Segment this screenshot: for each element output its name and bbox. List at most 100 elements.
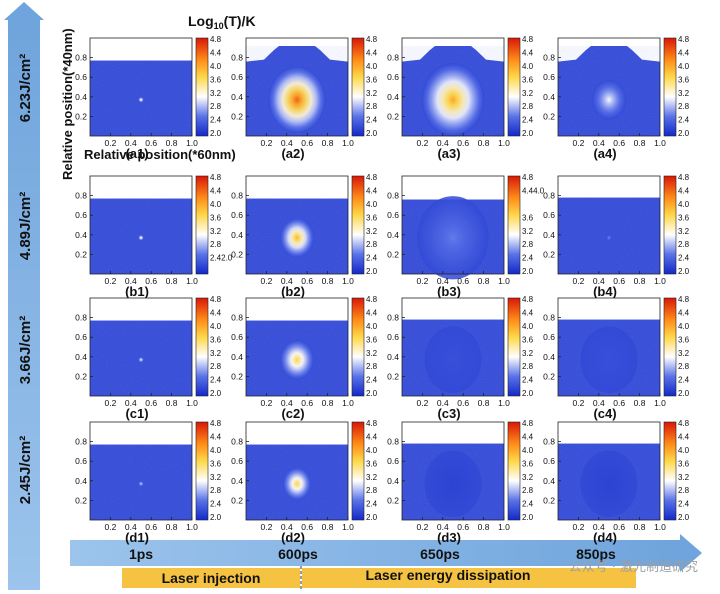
colorbar: [195, 297, 209, 397]
plot-border: [89, 175, 193, 275]
colorbar-tick-label: 4.0: [678, 322, 690, 331]
colorbar-tick-label: 2.8: [210, 362, 222, 371]
colorbar-tick-label: 2.8: [210, 240, 222, 249]
colorbar-tick-label: 4.4: [678, 432, 690, 441]
panel-c2: 0.8 0.6 0.4 0.2 0.2 0.4 0.6 0.8 1.0 4.8 4.4 4.0 3.6 3…: [231, 295, 378, 421]
colorbar-tick-label: 2.0: [678, 513, 690, 522]
panel-label: (a1): [125, 146, 148, 161]
colorbar-tick-label: 3.6: [366, 335, 378, 344]
colorbar-tick-label: 3.2: [210, 473, 222, 482]
y-tick-label: 0.2: [387, 111, 399, 121]
x-tick-label: 0.2: [260, 522, 272, 532]
colorbar-tick-label: 3.2: [522, 227, 534, 236]
colorbar-tick-label: 2.0: [366, 267, 378, 276]
colorbar-tick-label: 2.0: [366, 389, 378, 398]
colorbar-tick-label: 2.8: [678, 486, 690, 495]
panel-label: (c4): [593, 406, 616, 421]
x-tick-label: 0.8: [322, 522, 334, 532]
x-tick-label: 0.4: [593, 276, 605, 286]
y-tick-label: 0.8: [75, 191, 87, 201]
panel-d3: 0.8 0.6 0.4 0.2 0.2 0.4 0.6 0.8 1.0 4.8 4.4 4.0 3.6 3…: [387, 419, 534, 545]
phase-bar-dissipation: [302, 568, 636, 588]
hotspot: [138, 234, 144, 241]
colorbar-tick-label: 2.4: [366, 254, 378, 263]
colorbar-tick-label: 4.4: [678, 308, 690, 317]
x-tick-label: 0.8: [322, 276, 334, 286]
y-tick-label: 0.2: [231, 111, 243, 121]
panel-b1: 0.8 0.6 0.4 0.2 0.2 0.4 0.6 0.8 1.0 4.8 4.4 4.0 3.6 3…: [75, 173, 233, 299]
x-tick-label: 0.8: [478, 138, 490, 148]
hotspot: [279, 339, 315, 380]
y-tick-label: 0.6: [75, 210, 87, 220]
y-tick-label: 0.4: [75, 230, 87, 240]
colorbar-tick-label: 4.4: [366, 432, 378, 441]
plot-border: [401, 421, 505, 521]
colorbar-tick-label: 2.0: [522, 267, 534, 276]
colorbar-tick-label: 4.8: [210, 173, 222, 182]
x-tick-label: 0.6: [613, 276, 625, 286]
hotspot: [421, 63, 485, 137]
y-tick-label: 0.6: [543, 210, 555, 220]
panel-a2: 0.8 0.6 0.4 0.2 0.2 0.4 0.6 0.8 1.0 4.8 4.4 4.0 3.6 3…: [231, 35, 378, 161]
panel-label: (c2): [281, 406, 304, 421]
phase-bar-injection: [122, 568, 300, 588]
x-tick-label: 1.0: [186, 522, 198, 532]
colorbar-tick-label: 4.0: [210, 322, 222, 331]
x-tick-label: 0.2: [572, 398, 584, 408]
x-tick-label: 1.0: [498, 138, 510, 148]
colorbar: [507, 421, 521, 521]
x-tick-label: 0.8: [634, 398, 646, 408]
y-tick-label: 0.4: [387, 92, 399, 102]
panel-d2: 0.8 0.6 0.4 0.2 0.2 0.4 0.6 0.8 1.0 4.8 4.4 4.0 3.6 3…: [231, 419, 378, 545]
x-tick-label: 1.0: [186, 398, 198, 408]
x-tick-label: 0.2: [416, 138, 428, 148]
colorbar: [351, 297, 365, 397]
colorbar-tick-label: 4.4: [210, 308, 222, 317]
colorbar-tick-label: 2.8: [522, 102, 534, 111]
plot-border: [401, 297, 505, 397]
colorbar: [663, 37, 677, 137]
panel-a3: 0.8 0.6 0.4 0.2 0.2 0.4 0.6 0.8 1.0 4.8 4.4 4.0 3.6 3…: [387, 35, 534, 161]
colorbar-tick-label: 2.8: [522, 362, 534, 371]
x-tick-label: 0.4: [437, 138, 449, 148]
plot-border: [557, 37, 661, 137]
x-tick-label: 0.2: [572, 138, 584, 148]
x-axis-label: Relative position(*60nm): [84, 147, 236, 162]
colorbar-tick-label: 4.4: [210, 186, 222, 195]
x-tick-label: 0.4: [593, 398, 605, 408]
colorbar-tick-label: 4.0: [522, 62, 534, 71]
y-tick-label: 0.8: [231, 313, 243, 323]
x-tick-label: 1.0: [654, 276, 666, 286]
colorbar-tick-label: 4.8: [678, 295, 690, 304]
y-tick-label: 0.6: [543, 456, 555, 466]
x-tick-label: 1.0: [186, 138, 198, 148]
x-tick-label: 0.6: [613, 398, 625, 408]
x-tick-label: 0.2: [416, 522, 428, 532]
colorbar-tick-label: 3.2: [366, 349, 378, 358]
colorbar-tick-label: 2.4: [522, 500, 534, 509]
y-tick-label: 0.6: [543, 72, 555, 82]
plot-border: [245, 175, 349, 275]
colorbar: [663, 421, 677, 521]
x-tick-label: 0.8: [166, 138, 178, 148]
y-tick-label: 0.8: [75, 437, 87, 447]
fluence-label: 6.23J/cm²: [17, 54, 34, 122]
x-tick-label: 0.4: [593, 522, 605, 532]
panel-label: (a2): [281, 146, 304, 161]
y-tick-label: 0.8: [231, 53, 243, 63]
y-tick-label: 0.2: [231, 495, 243, 505]
x-tick-label: 0.2: [572, 522, 584, 532]
colorbar-tick-label: 2.4: [522, 254, 534, 263]
y-tick-label: 0.6: [231, 456, 243, 466]
colorbar-tick-label: 3.2: [678, 473, 690, 482]
hotspot: [580, 450, 638, 518]
x-tick-label: 1.0: [498, 398, 510, 408]
colorbar-tick-label: 3.6: [522, 335, 534, 344]
colorbar-tick-label: 4.4: [210, 48, 222, 57]
colorbar-tick-label: 3.2: [366, 227, 378, 236]
colorbar-tick-label: 2.42.0: [210, 254, 233, 263]
x-tick-label: 0.2: [260, 398, 272, 408]
colorbar-tick-label: 2.4: [678, 254, 690, 263]
x-tick-label: 1.0: [342, 398, 354, 408]
time-label: 600ps: [278, 546, 318, 562]
